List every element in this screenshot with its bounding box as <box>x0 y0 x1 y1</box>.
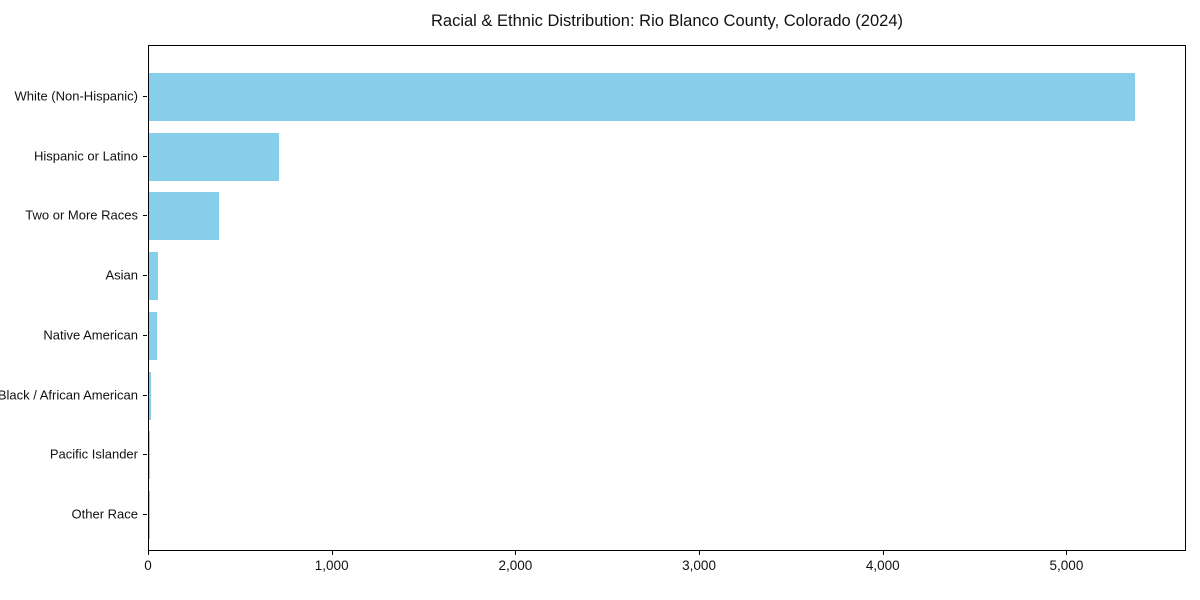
x-tick-3-000 <box>699 551 701 555</box>
y-label-asian: Asian <box>105 267 138 283</box>
y-label-two-or-more-races: Two or More Races <box>25 207 138 223</box>
y-label-native-american: Native American <box>43 327 138 343</box>
x-label-2-000: 2,000 <box>498 558 533 573</box>
y-label-white-non-hispanic: White (Non-Hispanic) <box>14 88 138 104</box>
x-label-3-000: 3,000 <box>682 558 716 573</box>
bar-native-american <box>149 311 158 360</box>
y-tick-pacific-islander <box>143 454 147 456</box>
y-label-pacific-islander: Pacific Islander <box>49 446 138 462</box>
bar-other-race <box>149 491 150 539</box>
y-tick-other-race <box>143 514 147 515</box>
plot-area <box>148 45 1186 551</box>
y-tick-two-or-more-races <box>143 215 147 217</box>
x-label-5-000: 5,000 <box>1049 558 1084 573</box>
x-tick-1-000 <box>331 551 333 555</box>
y-label-black-african-american: Black / African American <box>0 387 138 403</box>
bar-white-non-hispanic <box>149 73 1136 121</box>
bar-pacific-islander <box>149 431 150 480</box>
x-tick-0 <box>148 551 149 555</box>
chart-title: Racial & Ethnic Distribution: Rio Blanco… <box>430 12 903 30</box>
bar-two-or-more-races <box>149 192 219 241</box>
x-tick-5-000 <box>1066 551 1068 555</box>
y-tick-asian <box>143 275 147 277</box>
y-axis: White (Non-Hispanic) Hispanic or Latino Tw… <box>0 45 148 551</box>
y-tick-black-african-american <box>143 394 147 396</box>
bar-asian <box>149 252 159 301</box>
y-tick-hispanic-or-latino <box>143 155 147 157</box>
bar-hispanic-or-latino <box>149 132 280 181</box>
x-tick-2-000 <box>515 551 517 555</box>
x-tick-4-000 <box>882 551 884 555</box>
x-axis: 0 1,000 2,000 3,000 4,000 5,000 <box>144 551 1186 581</box>
x-label-0: 0 <box>144 558 152 573</box>
x-label-4-000: 4,000 <box>865 558 900 573</box>
y-label-hispanic-or-latino: Hispanic or Latino <box>33 148 138 164</box>
y-label-other-race: Other Race <box>71 506 138 522</box>
y-tick-native-american <box>143 334 147 336</box>
y-tick-white-non-hispanic <box>143 96 147 97</box>
x-label-1-000: 1,000 <box>314 558 349 573</box>
bar-black-african-american <box>149 371 151 420</box>
